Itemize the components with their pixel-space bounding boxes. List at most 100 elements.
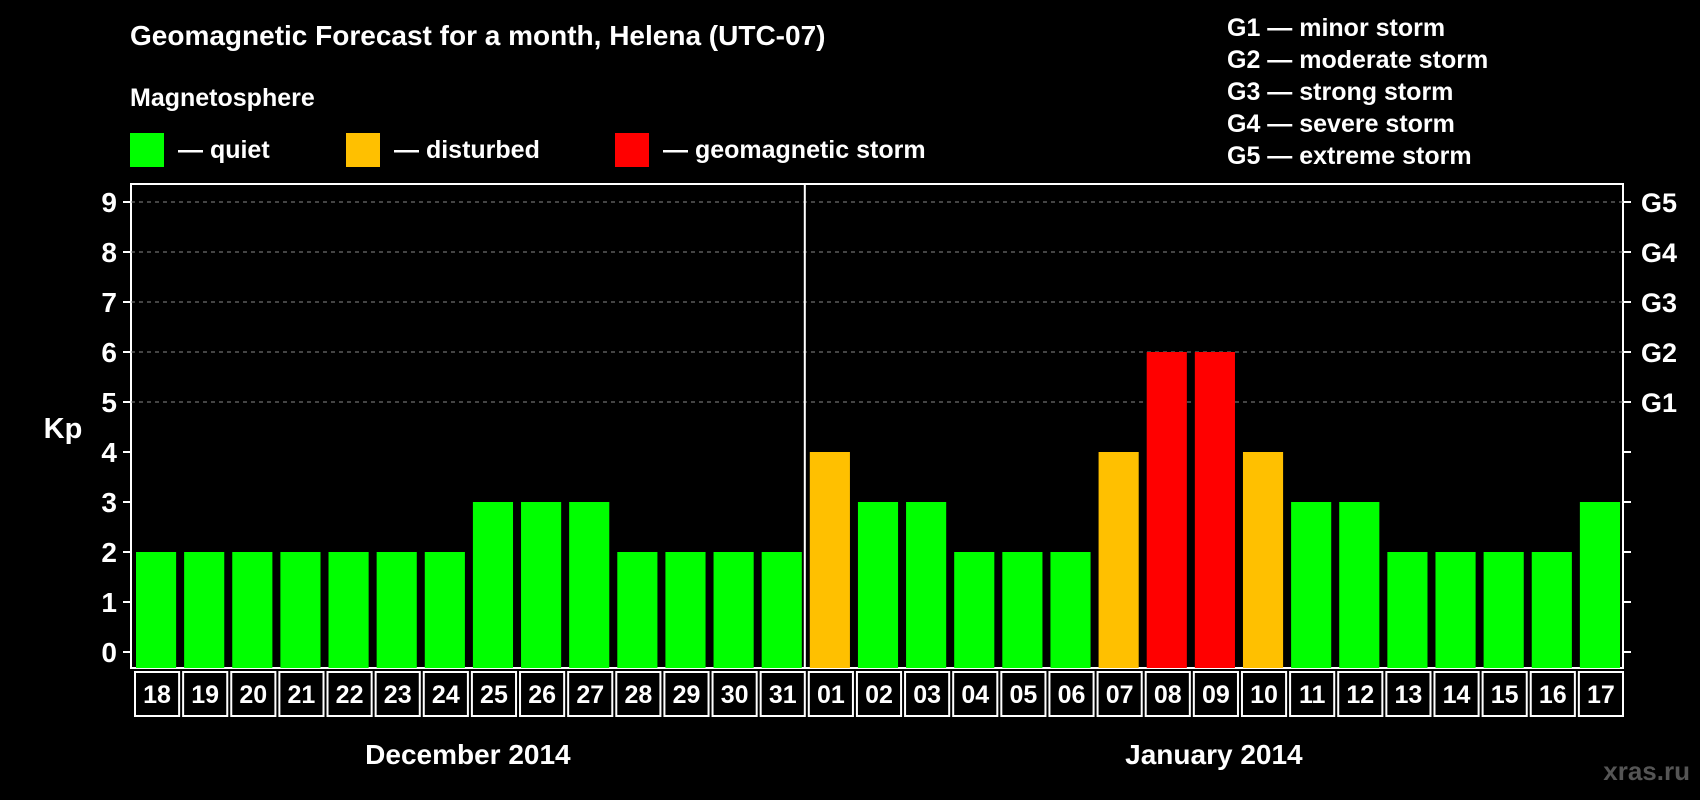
y-tick-label: 2 bbox=[101, 537, 117, 568]
month-label-0: December 2014 bbox=[365, 739, 571, 770]
legend-label-disturbed: — disturbed bbox=[394, 135, 540, 164]
storm-level-label: G3 bbox=[1641, 288, 1677, 318]
x-tick-label: 18 bbox=[143, 681, 171, 709]
bar-04 bbox=[954, 552, 995, 668]
storm-scale-legend: G1 — minor storm G2 — moderate storm G3 … bbox=[1227, 12, 1488, 172]
y-tick-label: 7 bbox=[101, 287, 117, 318]
date-cell bbox=[1000, 671, 1047, 717]
date-cell bbox=[1289, 671, 1336, 717]
bar-08 bbox=[1146, 352, 1187, 668]
date-cell bbox=[1240, 671, 1288, 717]
x-tick-label: 27 bbox=[576, 681, 604, 709]
date-cell bbox=[1577, 671, 1625, 717]
bar-09 bbox=[1194, 352, 1235, 668]
watermark: xras.ru bbox=[1603, 756, 1690, 786]
bar-22 bbox=[328, 552, 369, 668]
date-cell bbox=[807, 671, 854, 717]
storm-scale-g3: G3 — strong storm bbox=[1227, 78, 1454, 106]
y-tick-label: 0 bbox=[101, 637, 117, 668]
x-tick-label: 19 bbox=[191, 681, 219, 709]
bar-15 bbox=[1483, 552, 1524, 668]
x-tick-label: 11 bbox=[1299, 681, 1326, 709]
x-tick-label: 21 bbox=[288, 681, 316, 709]
date-cell bbox=[904, 671, 951, 717]
x-tick-label: 13 bbox=[1395, 681, 1423, 709]
date-cell bbox=[278, 671, 325, 717]
x-tick-label: 05 bbox=[1009, 681, 1037, 709]
storm-level-label: G5 bbox=[1641, 188, 1677, 218]
x-tick-label: 30 bbox=[721, 681, 749, 709]
x-tick-label: 24 bbox=[432, 681, 460, 709]
date-cell bbox=[374, 671, 421, 717]
date-cell bbox=[855, 671, 903, 717]
legend-item-storm: — geomagnetic storm bbox=[615, 133, 926, 167]
y-tick-label: 4 bbox=[101, 437, 117, 468]
y-tick-label: 9 bbox=[101, 187, 117, 218]
x-tick-label: 09 bbox=[1202, 681, 1230, 709]
date-cell bbox=[663, 671, 710, 717]
chart-title: Geomagnetic Forecast for a month, Helena… bbox=[130, 20, 826, 51]
bar-29 bbox=[665, 552, 706, 668]
bar-18 bbox=[136, 552, 177, 668]
x-tick-label: 12 bbox=[1346, 681, 1374, 709]
date-cell bbox=[952, 671, 999, 717]
bar-21 bbox=[280, 552, 321, 668]
x-tick-label: 22 bbox=[336, 681, 364, 709]
x-tick-label: 07 bbox=[1106, 681, 1134, 709]
x-tick-label: 16 bbox=[1539, 681, 1567, 709]
storm-scale-g5: G5 — extreme storm bbox=[1227, 142, 1472, 170]
bar-20 bbox=[232, 552, 273, 668]
date-cell bbox=[759, 671, 806, 717]
legend-label-storm: — geomagnetic storm bbox=[663, 135, 926, 164]
legend-swatch-quiet bbox=[130, 133, 164, 167]
date-cell bbox=[1048, 671, 1095, 717]
date-cell bbox=[711, 671, 758, 717]
x-tick-label: 15 bbox=[1491, 681, 1519, 709]
date-cell bbox=[326, 671, 373, 717]
x-tick-label: 08 bbox=[1154, 681, 1182, 709]
storm-scale-g1: G1 — minor storm bbox=[1227, 14, 1446, 42]
x-tick-label: 03 bbox=[913, 681, 941, 709]
x-tick-label: 02 bbox=[865, 681, 893, 709]
legend-item-quiet: — quiet bbox=[130, 133, 270, 167]
x-tick-label: 28 bbox=[624, 681, 652, 709]
bar-19 bbox=[184, 552, 225, 668]
date-cell bbox=[1481, 671, 1528, 717]
date-cell bbox=[1433, 671, 1480, 717]
storm-level-label: G2 bbox=[1641, 338, 1677, 368]
date-cell bbox=[422, 671, 469, 717]
x-tick-label: 04 bbox=[961, 681, 989, 709]
date-cell bbox=[1144, 671, 1191, 717]
legend-label-quiet: — quiet bbox=[178, 135, 270, 164]
storm-scale-g4: G4 — severe storm bbox=[1227, 110, 1455, 138]
bar-01 bbox=[809, 452, 850, 668]
date-cell bbox=[1337, 671, 1384, 717]
x-tick-label: 01 bbox=[817, 681, 845, 709]
legend-heading: Magnetosphere bbox=[130, 84, 315, 112]
date-cell bbox=[134, 671, 181, 717]
date-cell bbox=[1529, 671, 1576, 717]
y-tick-label: 5 bbox=[101, 387, 117, 418]
legend-item-disturbed: — disturbed bbox=[346, 133, 540, 167]
legend-swatch-storm bbox=[615, 133, 649, 167]
storm-level-label: G4 bbox=[1641, 238, 1677, 268]
bar-26 bbox=[521, 502, 562, 668]
bar-27 bbox=[569, 502, 610, 668]
bar-24 bbox=[424, 552, 465, 668]
date-cell bbox=[615, 671, 662, 717]
y-tick-label: 6 bbox=[101, 337, 117, 368]
bar-06 bbox=[1050, 552, 1091, 668]
date-cell bbox=[182, 671, 229, 717]
bar-12 bbox=[1339, 502, 1380, 668]
x-tick-label: 17 bbox=[1587, 681, 1615, 709]
bar-10 bbox=[1242, 452, 1284, 668]
x-tick-label: 26 bbox=[528, 681, 556, 709]
date-cell bbox=[1385, 671, 1432, 717]
date-cell bbox=[1192, 671, 1239, 717]
x-tick-label: 29 bbox=[673, 681, 701, 709]
x-tick-label: 20 bbox=[239, 681, 267, 709]
date-cell bbox=[1096, 671, 1143, 717]
bar-07 bbox=[1098, 452, 1139, 668]
y-tick-label: 8 bbox=[101, 237, 117, 268]
